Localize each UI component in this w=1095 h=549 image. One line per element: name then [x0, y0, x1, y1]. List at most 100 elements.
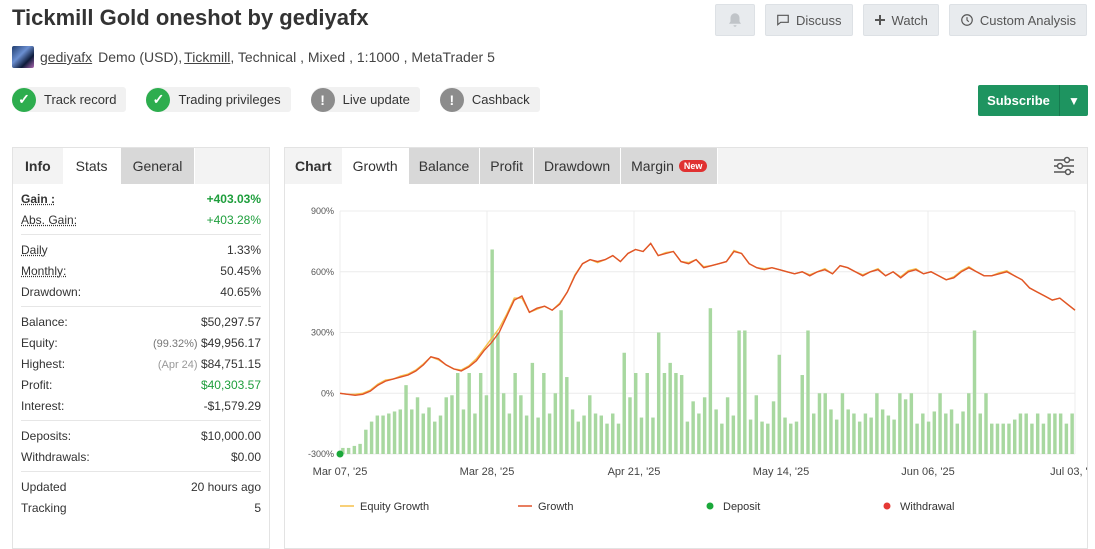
bar [524, 415, 529, 454]
bar [1001, 423, 1005, 454]
chevron-down-icon[interactable]: ▼ [1068, 93, 1080, 108]
stat-label: Gain : [21, 191, 56, 206]
x-tick-label: Mar 28, '25 [460, 466, 515, 478]
avatar[interactable] [12, 46, 34, 68]
bar [990, 423, 994, 454]
bar [754, 395, 759, 454]
bar [473, 413, 477, 454]
user-link[interactable]: gediyafx [40, 49, 93, 65]
bar [846, 409, 850, 454]
badge-label: Live update [342, 92, 410, 107]
bar [593, 413, 598, 454]
bar [794, 421, 799, 454]
stats-panel: Info Stats General Gain : +403.03% Abs. G… [12, 147, 270, 549]
tab-margin[interactable]: Margin New [621, 148, 719, 184]
custom-analysis-button[interactable]: Custom Analysis [948, 4, 1087, 36]
bar [863, 413, 868, 454]
bar [771, 401, 776, 454]
discuss-button[interactable]: Discuss [765, 4, 853, 36]
tab-drawdown[interactable]: Drawdown [533, 148, 622, 184]
bar [766, 423, 770, 454]
bar [599, 415, 603, 454]
stat-label: Deposits: [21, 428, 72, 443]
header-actions: Discuss Watch Custom Analysis [715, 4, 1087, 36]
stat-value: $50,297.57 [200, 314, 261, 329]
tab-balance[interactable]: Balance [408, 148, 481, 184]
bar [1007, 423, 1011, 454]
watch-button[interactable]: Watch [862, 4, 939, 36]
bar [668, 362, 672, 454]
bell-icon [729, 13, 742, 27]
x-tick-label: Jul 03, '25 [1050, 466, 1087, 478]
y-tick-label: 900% [311, 206, 334, 216]
tab-general[interactable]: General [120, 148, 196, 184]
bar [955, 423, 960, 454]
tab-stats[interactable]: Stats [63, 148, 121, 184]
bar [392, 411, 397, 454]
tab-growth[interactable]: Growth [342, 148, 409, 184]
bar [731, 415, 736, 454]
bar [634, 373, 638, 454]
bar [938, 393, 942, 454]
bar [829, 409, 833, 454]
stat-value: +403.03% [206, 191, 261, 206]
exclamation-icon: ! [310, 87, 335, 112]
stat-label: Balance: [21, 314, 68, 329]
bar [662, 373, 667, 454]
bar [903, 399, 908, 454]
notify-button[interactable] [715, 4, 756, 36]
bar [369, 421, 374, 454]
bar [639, 417, 644, 454]
bar [455, 373, 460, 454]
bar [490, 249, 494, 454]
bar [1047, 413, 1051, 454]
clock-icon [961, 14, 973, 26]
badge-cashback[interactable]: ! Cashback [439, 87, 540, 112]
bar [995, 423, 1000, 454]
stat-value: 1.33% [226, 242, 261, 257]
bar [404, 385, 408, 454]
bar [783, 417, 787, 454]
bar [915, 423, 919, 454]
legend-label: Deposit [723, 501, 760, 513]
bar [737, 330, 741, 454]
badge-live-update[interactable]: ! Live update [310, 87, 420, 112]
stat-value: $84,751.15 [200, 356, 261, 371]
bar [1018, 413, 1023, 454]
bar [484, 395, 489, 454]
badge-trading-privileges[interactable]: ✓ Trading privileges [146, 87, 291, 112]
stats-tabs: Info Stats General [13, 148, 269, 184]
stat-label: Highest: [21, 356, 66, 371]
bar [611, 413, 615, 454]
badge-track-record[interactable]: ✓ Track record [12, 87, 127, 112]
bar [519, 395, 523, 454]
bar [616, 423, 621, 454]
bar [1058, 413, 1063, 454]
filter-settings-icon[interactable] [1053, 156, 1075, 176]
stat-value: $49,956.17 [200, 335, 261, 350]
y-tick-label: 300% [311, 328, 334, 338]
broker-link[interactable]: Tickmill [184, 49, 231, 65]
bar [875, 393, 879, 454]
stat-gain: Gain : +403.03% [13, 188, 269, 209]
tab-chart[interactable]: Chart [285, 148, 343, 184]
tab-margin-label: Margin [631, 158, 674, 174]
chart-tabs: Chart Growth Balance Profit Drawdown Mar… [285, 148, 1087, 184]
bar [880, 409, 885, 454]
bar [720, 423, 724, 454]
bar [651, 417, 655, 454]
subscribe-button[interactable]: Subscribe ▼ [978, 85, 1088, 116]
bar [691, 401, 695, 454]
bar [553, 393, 558, 454]
bar [352, 445, 357, 454]
bar [685, 421, 690, 454]
tab-info[interactable]: Info [13, 148, 64, 184]
bar [1053, 413, 1057, 454]
page-title: Tickmill Gold oneshot by gediyafx [12, 5, 369, 30]
stat-highest: Highest: (Apr 24) $84,751.15 [13, 353, 269, 374]
tab-profit[interactable]: Profit [480, 148, 534, 184]
bar [984, 393, 988, 454]
bar [1041, 423, 1046, 454]
account-details: , Technical , Mixed , 1:1000 , MetaTrade… [230, 49, 495, 65]
bar [967, 393, 971, 454]
